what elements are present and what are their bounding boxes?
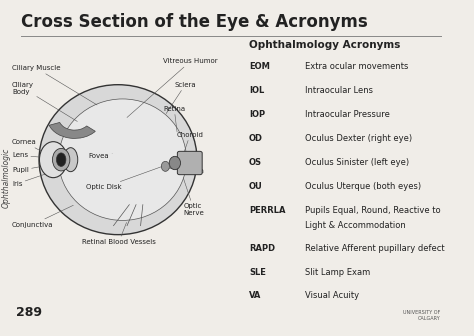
Ellipse shape [39, 85, 197, 235]
Text: Lens: Lens [12, 152, 68, 160]
Text: IOP: IOP [249, 110, 265, 119]
Ellipse shape [64, 148, 78, 172]
Ellipse shape [161, 161, 170, 171]
Text: IOL: IOL [249, 86, 264, 95]
Text: OD: OD [249, 134, 263, 143]
Text: Intraocular Lens: Intraocular Lens [305, 86, 374, 95]
Text: Ciliary Muscle: Ciliary Muscle [12, 65, 97, 105]
Wedge shape [49, 122, 95, 138]
Text: OS: OS [249, 158, 262, 167]
Ellipse shape [39, 142, 67, 178]
Ellipse shape [56, 153, 66, 166]
Text: Visual Acuity: Visual Acuity [305, 292, 359, 300]
Text: PERRLA: PERRLA [249, 206, 285, 215]
Text: Retina: Retina [163, 106, 185, 132]
Text: SLE: SLE [249, 267, 266, 277]
Text: VA: VA [249, 292, 261, 300]
FancyBboxPatch shape [177, 151, 202, 175]
Text: RAPD: RAPD [249, 244, 275, 253]
Text: Oculus Sinister (left eye): Oculus Sinister (left eye) [305, 158, 410, 167]
Text: Cross Section of the Eye & Acronyms: Cross Section of the Eye & Acronyms [21, 13, 368, 31]
Text: Pupils Equal, Round, Reactive to: Pupils Equal, Round, Reactive to [305, 206, 441, 215]
Text: Ciliary
Body: Ciliary Body [12, 82, 77, 121]
Text: Ophthalmology Acronyms: Ophthalmology Acronyms [249, 40, 400, 50]
Ellipse shape [53, 149, 70, 171]
Text: Sclera: Sclera [166, 82, 196, 114]
Text: Intraocular Pressure: Intraocular Pressure [305, 110, 390, 119]
Text: Extra ocular movements: Extra ocular movements [305, 62, 409, 71]
Text: UNIVERSITY OF
CALGARY: UNIVERSITY OF CALGARY [403, 310, 441, 321]
Text: Cornea: Cornea [12, 139, 42, 152]
Text: Light & Accommodation: Light & Accommodation [305, 221, 406, 230]
Text: Macula: Macula [165, 168, 204, 174]
Text: Oculus Dexter (right eye): Oculus Dexter (right eye) [305, 134, 412, 143]
Text: Choroid: Choroid [177, 132, 203, 155]
Text: Vitreous Humor: Vitreous Humor [127, 58, 218, 118]
Ellipse shape [169, 156, 181, 170]
Text: Relative Afferent pupillary defect: Relative Afferent pupillary defect [305, 244, 445, 253]
Text: Slit Lamp Exam: Slit Lamp Exam [305, 267, 371, 277]
Text: Retinal Blood Vessels: Retinal Blood Vessels [82, 222, 156, 245]
Text: Ophthalmologic: Ophthalmologic [2, 148, 11, 208]
Text: 289: 289 [17, 306, 43, 319]
Text: Conjunctiva: Conjunctiva [12, 205, 73, 228]
Text: OU: OU [249, 182, 263, 191]
Text: Optic Disk: Optic Disk [86, 164, 171, 190]
Ellipse shape [59, 99, 186, 220]
Text: EOM: EOM [249, 62, 270, 71]
Text: Fovea: Fovea [89, 153, 112, 159]
Text: Optic
Nerve: Optic Nerve [183, 178, 204, 216]
Text: Oculus Uterque (both eyes): Oculus Uterque (both eyes) [305, 182, 421, 191]
Text: Iris: Iris [12, 169, 60, 187]
Text: Pupil: Pupil [12, 164, 56, 173]
